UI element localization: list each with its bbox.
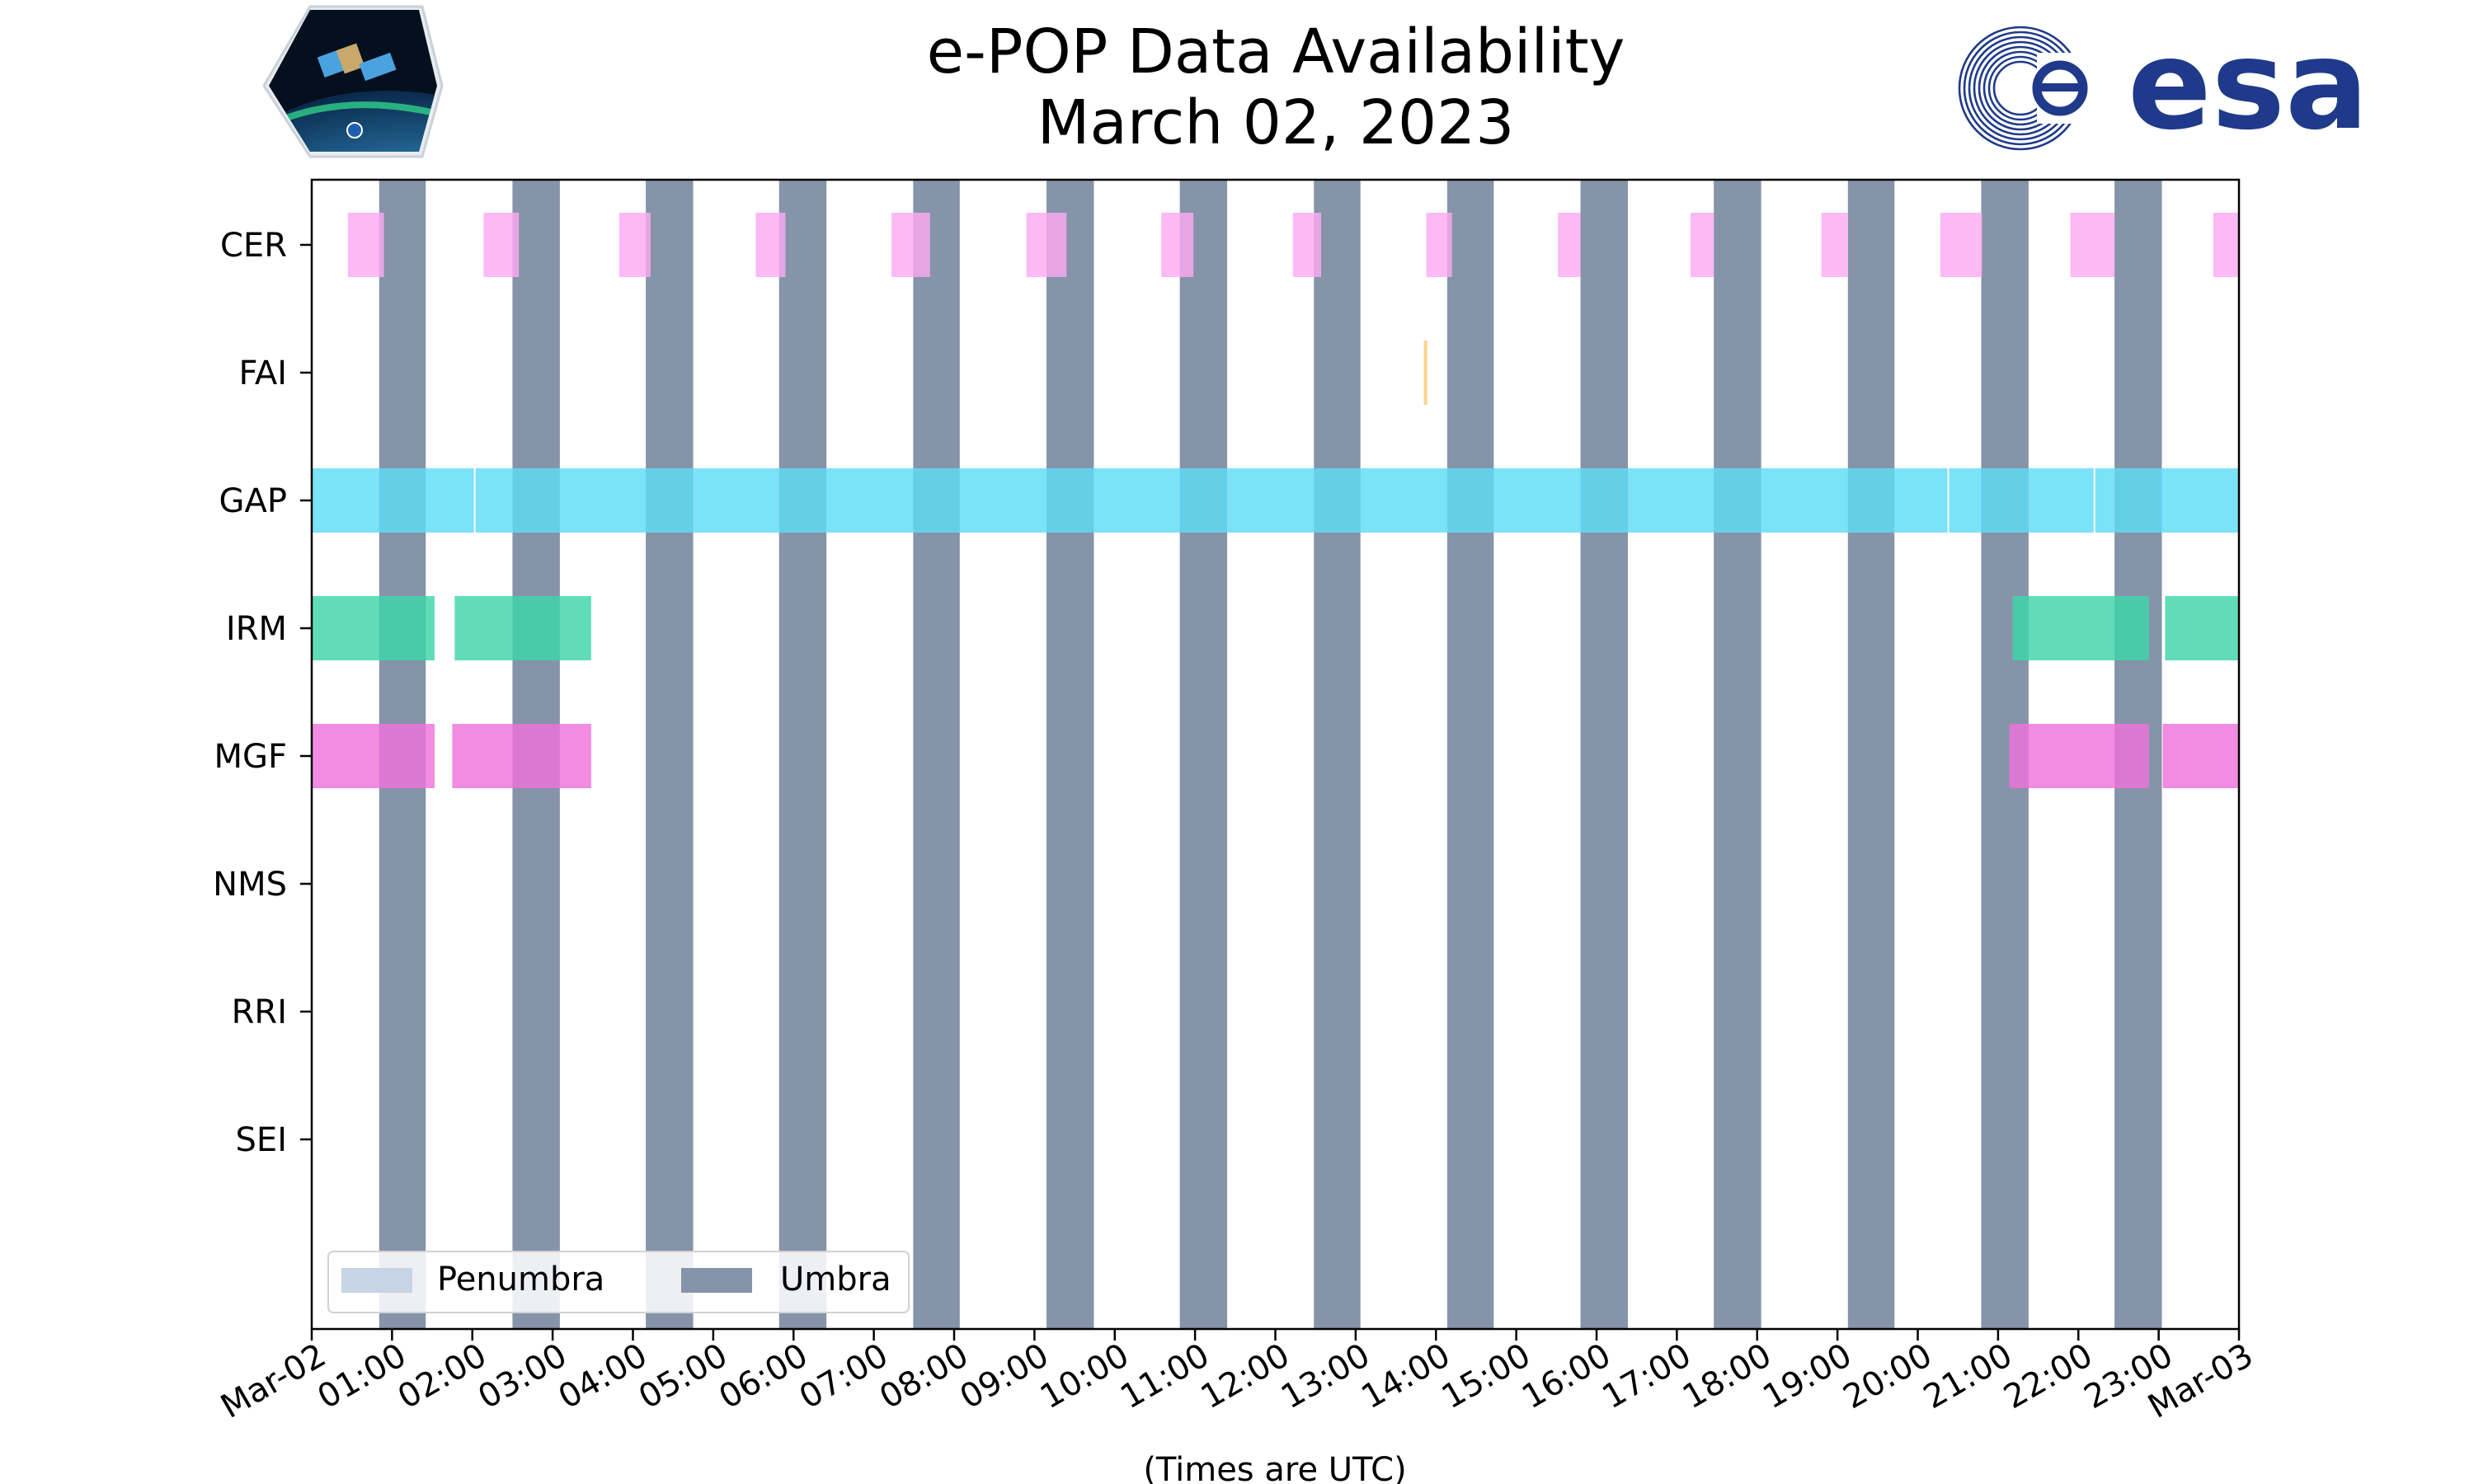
x-tick-label-3: 03:00 — [472, 1336, 573, 1416]
x-tick-label-19: 19:00 — [1757, 1336, 1858, 1416]
bar-cer-14 — [2213, 213, 2239, 277]
umbra-band-10 — [1714, 180, 1761, 1329]
y-tick-label-cer: CER — [220, 227, 287, 265]
y-tick-label-nms: NMS — [213, 866, 287, 904]
bar-irm-3 — [2165, 596, 2239, 660]
chart-title-line2: March 02, 2023 — [1037, 87, 1515, 158]
bar-cer-3 — [755, 213, 786, 277]
bar-gap-0 — [312, 468, 474, 533]
bar-mgf-3 — [2162, 724, 2239, 788]
x-tick-label-9: 09:00 — [954, 1336, 1056, 1416]
umbra-band-2 — [646, 180, 694, 1329]
umbra-band-5 — [1046, 180, 1094, 1329]
y-tick-label-fai: FAI — [239, 355, 288, 392]
x-tick-label-10: 10:00 — [1034, 1336, 1136, 1416]
bar-irm-0 — [312, 596, 435, 660]
esa-logo: esa — [1958, 14, 2368, 157]
umbra-band-4 — [913, 180, 960, 1329]
x-tick-label-11: 11:00 — [1114, 1336, 1216, 1416]
x-axis-label: (Times are UTC) — [1143, 1451, 1406, 1484]
y-tick-label-mgf: MGF — [214, 738, 287, 776]
x-tick-label-4: 04:00 — [553, 1336, 654, 1416]
bar-irm-2 — [2012, 596, 2149, 660]
umbra-band-8 — [1446, 180, 1494, 1329]
esa-logo-text: esa — [2128, 14, 2368, 157]
x-tick-label-16: 16:00 — [1516, 1336, 1617, 1416]
legend-frame — [327, 1251, 910, 1313]
x-tick-label-14: 14:00 — [1355, 1336, 1456, 1416]
y-tick-label-rri: RRI — [232, 993, 287, 1031]
cassiope-logo-text: CASSIOPE — [332, 140, 378, 151]
legend-label-penumbra: Penumbra — [437, 1261, 604, 1298]
bar-cer-6 — [1161, 213, 1194, 277]
bar-cer-13 — [2070, 213, 2115, 277]
x-tick-label-22: 22:00 — [1997, 1336, 2099, 1416]
x-tick-label-13: 13:00 — [1275, 1336, 1376, 1416]
x-tick-label-6: 06:00 — [713, 1336, 814, 1416]
cassiope-logo: CASSIOPE — [262, 5, 444, 158]
legend-swatch-penumbra — [341, 1268, 412, 1293]
bar-gap-3 — [2095, 468, 2239, 533]
legend-label-umbra: Umbra — [780, 1261, 891, 1298]
bar-mgf-1 — [452, 724, 591, 788]
bar-cer-4 — [891, 213, 930, 277]
bar-cer-0 — [347, 213, 384, 277]
x-tick-label-15: 15:00 — [1436, 1336, 1537, 1416]
bar-cer-12 — [1940, 213, 1982, 277]
x-tick-label-18: 18:00 — [1677, 1336, 1778, 1416]
bar-mgf-0 — [312, 724, 435, 788]
legend-swatch-umbra — [681, 1268, 752, 1293]
x-tick-label-21: 21:00 — [1917, 1336, 2019, 1416]
bar-mgf-2 — [2009, 724, 2149, 788]
bar-cer-1 — [483, 213, 520, 277]
bar-cer-10 — [1690, 213, 1714, 277]
x-tick-label-12: 12:00 — [1195, 1336, 1296, 1416]
umbra-band-11 — [1847, 180, 1895, 1329]
x-tick-label-20: 20:00 — [1837, 1336, 1939, 1416]
bar-cer-5 — [1026, 213, 1067, 277]
umbra-band-7 — [1314, 180, 1361, 1329]
bar-gap-1 — [475, 468, 1948, 533]
umbra-band-9 — [1580, 180, 1628, 1329]
plot-background — [312, 180, 2239, 1329]
bar-cer-11 — [1821, 213, 1848, 277]
bar-cer-9 — [1558, 213, 1581, 277]
bar-cer-8 — [1426, 213, 1452, 277]
chart-title-line1: e-POP Data Availability — [927, 16, 1625, 87]
x-tick-label-2: 02:00 — [392, 1336, 493, 1416]
y-tick-label-gap: GAP — [219, 482, 287, 520]
bar-gap-2 — [1949, 468, 2094, 533]
umbra-band-6 — [1179, 180, 1228, 1329]
bar-fai-0 — [1423, 340, 1427, 405]
y-tick-label-sei: SEI — [236, 1121, 287, 1159]
x-tick-label-7: 07:00 — [793, 1336, 895, 1416]
x-tick-label-8: 08:00 — [873, 1336, 975, 1416]
y-tick-label-irm: IRM — [226, 610, 287, 648]
bar-cer-2 — [618, 213, 651, 277]
x-tick-label-17: 17:00 — [1597, 1336, 1698, 1416]
x-tick-label-5: 05:00 — [633, 1336, 734, 1416]
x-tick-label-1: 01:00 — [312, 1336, 413, 1416]
bar-irm-1 — [454, 596, 591, 660]
legend: Penumbra Umbra — [327, 1251, 910, 1313]
umbra-band-3 — [778, 180, 827, 1329]
bar-cer-7 — [1292, 213, 1322, 277]
